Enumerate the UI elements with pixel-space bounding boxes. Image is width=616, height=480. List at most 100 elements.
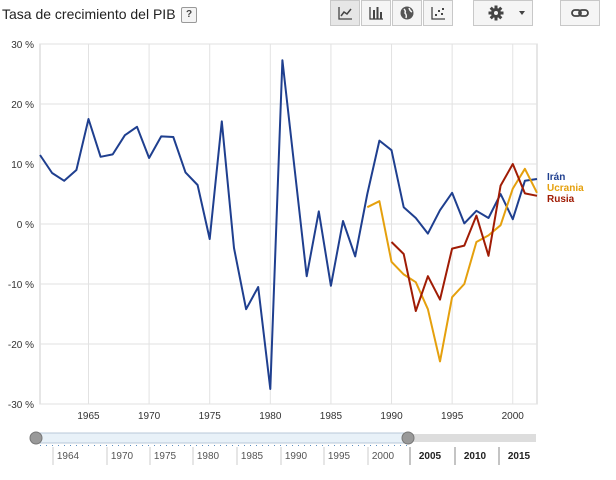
slider-selection bbox=[35, 432, 409, 444]
slider-dot bbox=[130, 445, 131, 446]
slider-dot bbox=[160, 445, 161, 446]
slider-dot bbox=[250, 445, 251, 446]
slider-dot bbox=[124, 445, 125, 446]
slider-dot bbox=[316, 445, 317, 446]
series-line-ucrania bbox=[366, 167, 538, 363]
slider-dot bbox=[238, 445, 239, 446]
slider-dot bbox=[112, 445, 113, 446]
slider-year-label: 2000 bbox=[372, 451, 395, 462]
slider-dot bbox=[118, 445, 119, 446]
x-tick-label: 1980 bbox=[259, 411, 282, 422]
slider-dot bbox=[136, 445, 137, 446]
scatter-chart-button[interactable] bbox=[423, 0, 453, 26]
x-tick-label: 1985 bbox=[320, 411, 343, 422]
slider-dot bbox=[280, 445, 281, 446]
gear-icon bbox=[488, 5, 525, 21]
slider-dot bbox=[226, 445, 227, 446]
slider-dot bbox=[376, 445, 377, 446]
slider-year-label: 2010 bbox=[464, 451, 487, 462]
slider-dot bbox=[196, 445, 197, 446]
slider-dot bbox=[142, 445, 143, 446]
line-chart-button[interactable] bbox=[330, 0, 360, 26]
gdp-growth-chart: 30 % 20 % 10 % 0 % -10 % -20 % -30 % 1965 1970 1… bbox=[8, 40, 538, 465]
settings-button[interactable] bbox=[473, 0, 533, 26]
slider-dot bbox=[184, 445, 185, 446]
slider-dot bbox=[148, 445, 149, 446]
slider-year-label: 1985 bbox=[241, 451, 264, 462]
x-tick-label: 2000 bbox=[502, 411, 525, 422]
x-tick-label: 1975 bbox=[199, 411, 222, 422]
slider-dot bbox=[340, 445, 341, 446]
y-tick-label: -30 % bbox=[8, 400, 34, 411]
slider-year-label: 1964 bbox=[57, 451, 80, 462]
slider-dot bbox=[334, 445, 335, 446]
slider-handle-left[interactable] bbox=[29, 431, 43, 445]
link-button[interactable] bbox=[560, 0, 600, 26]
line-chart-icon bbox=[338, 7, 352, 20]
time-slider[interactable]: 1964 1970 1975 1980 1985 1990 1995 2000 2005 2010… bbox=[29, 431, 536, 465]
slider-dot bbox=[40, 445, 41, 446]
slider-dot bbox=[286, 445, 287, 446]
y-axis-tick-labels: 30 % 20 % 10 % 0 % -10 % -20 % -30 % bbox=[8, 40, 34, 411]
slider-dot bbox=[352, 445, 353, 446]
slider-dot bbox=[388, 445, 389, 446]
slider-handle-right[interactable] bbox=[401, 431, 415, 445]
slider-dot bbox=[322, 445, 323, 446]
slider-dot bbox=[46, 445, 47, 446]
map-button[interactable] bbox=[392, 0, 422, 26]
slider-dot bbox=[328, 445, 329, 446]
y-tick-label: 20 % bbox=[11, 100, 34, 111]
slider-dot bbox=[304, 445, 305, 446]
slider-dot bbox=[382, 445, 383, 446]
slider-dot bbox=[310, 445, 311, 446]
slider-dot bbox=[298, 445, 299, 446]
slider-dot bbox=[208, 445, 209, 446]
scatter-chart-icon bbox=[431, 7, 445, 20]
slider-dot bbox=[400, 445, 401, 446]
header-bar: Tasa de crecimiento del PIB ? bbox=[0, 0, 616, 30]
chart-title: Tasa de crecimiento del PIB bbox=[2, 6, 176, 22]
help-button[interactable]: ? bbox=[181, 7, 197, 23]
slider-dot bbox=[214, 445, 215, 446]
slider-year-label: 2005 bbox=[419, 451, 442, 462]
slider-dot bbox=[64, 445, 65, 446]
y-tick-label: 10 % bbox=[11, 160, 34, 171]
slider-dot bbox=[70, 445, 71, 446]
slider-dot bbox=[190, 445, 191, 446]
legend-ucrania: Ucrania bbox=[547, 183, 584, 194]
slider-dot bbox=[244, 445, 245, 446]
slider-dot bbox=[178, 445, 179, 446]
chart-grid bbox=[39, 43, 538, 405]
slider-dot bbox=[268, 445, 269, 446]
slider-year-label: 1995 bbox=[328, 451, 351, 462]
slider-dot bbox=[232, 445, 233, 446]
y-tick-label: -10 % bbox=[8, 280, 34, 291]
legend-iran: Irán bbox=[547, 172, 566, 183]
slider-dot bbox=[58, 445, 59, 446]
bar-chart-icon bbox=[369, 7, 383, 20]
slider-dot bbox=[394, 445, 395, 446]
x-tick-label: 1995 bbox=[441, 411, 464, 422]
slider-dot bbox=[154, 445, 155, 446]
slider-dot bbox=[274, 445, 275, 446]
slider-dot bbox=[106, 445, 107, 446]
y-tick-label: -20 % bbox=[8, 340, 34, 351]
x-tick-label: 1965 bbox=[77, 411, 100, 422]
slider-year-label: 1980 bbox=[197, 451, 220, 462]
slider-dot bbox=[94, 445, 95, 446]
slider-year-label: 1975 bbox=[154, 451, 177, 462]
bar-chart-button[interactable] bbox=[361, 0, 391, 26]
slider-dot bbox=[262, 445, 263, 446]
slider-year-label: 2015 bbox=[508, 451, 531, 462]
legend-rusia: Rusia bbox=[547, 194, 575, 205]
slider-dot bbox=[220, 445, 221, 446]
slider-dot bbox=[256, 445, 257, 446]
x-tick-label: 1970 bbox=[138, 411, 161, 422]
y-tick-label: 30 % bbox=[11, 40, 34, 51]
x-axis-tick-labels: 1965 1970 1975 1980 1985 1990 1995 2000 bbox=[77, 411, 524, 422]
slider-dot bbox=[100, 445, 101, 446]
series-line-irán bbox=[39, 59, 538, 390]
slider-dot bbox=[82, 445, 83, 446]
slider-dot bbox=[166, 445, 167, 446]
y-tick-label: 0 % bbox=[17, 220, 34, 231]
